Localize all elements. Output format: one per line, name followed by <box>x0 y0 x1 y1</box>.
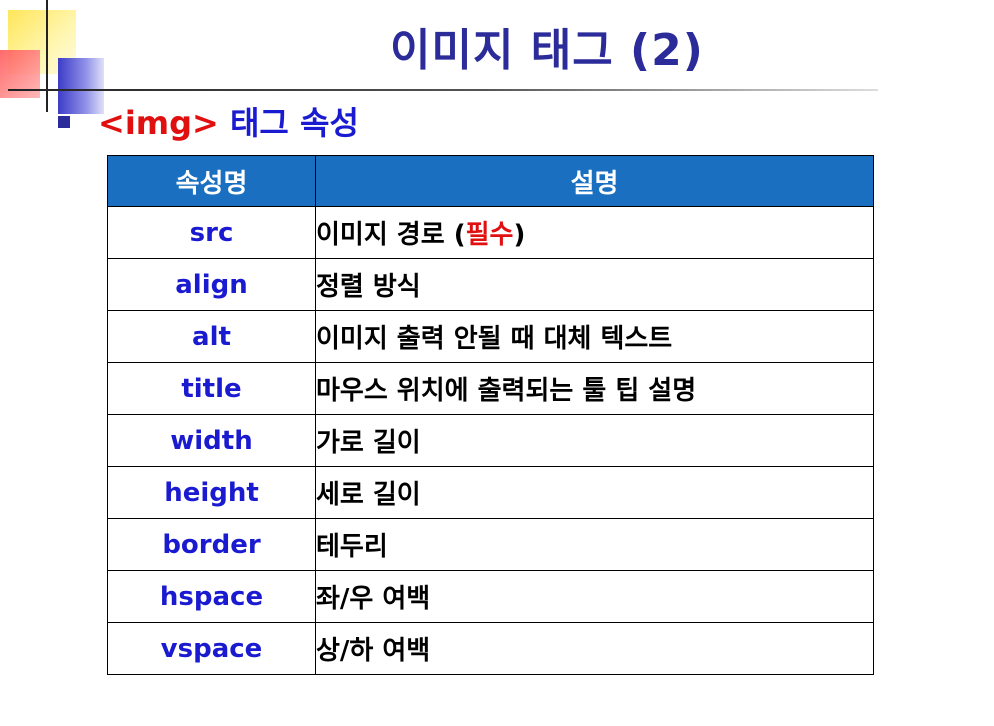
decor-vertical-line <box>46 0 48 112</box>
table-row: alt 이미지 출력 안될 때 대체 텍스트 <box>107 310 874 363</box>
header-attr-name: 속성명 <box>107 155 316 207</box>
table-row: width 가로 길이 <box>107 414 874 467</box>
attr-name: src <box>107 206 316 259</box>
table-row: vspace 상/하 여백 <box>107 622 874 675</box>
attr-desc: 이미지 출력 안될 때 대체 텍스트 <box>315 310 874 363</box>
attr-desc: 세로 길이 <box>315 466 874 519</box>
attr-name: alt <box>107 310 316 363</box>
slide-title: 이미지 태그 (2) <box>390 25 704 76</box>
table-row: hspace 좌/우 여백 <box>107 570 874 623</box>
attr-name: height <box>107 466 316 519</box>
slide-subtitle: <img> 태그 속성 <box>98 98 359 144</box>
subtitle-text: 태그 속성 <box>218 104 359 142</box>
attr-desc-end: ) <box>513 220 526 250</box>
attr-name: border <box>107 518 316 571</box>
bullet-square-icon <box>58 116 70 128</box>
attr-desc: 이미지 경로 (필수) <box>315 206 874 259</box>
table-row: height 세로 길이 <box>107 466 874 519</box>
header-description: 설명 <box>315 155 874 207</box>
attr-desc: 테두리 <box>315 518 874 571</box>
table-row: align 정렬 방식 <box>107 258 874 311</box>
decor-blue-square <box>58 58 104 114</box>
attr-desc-text: 이미지 경로 ( <box>316 220 466 250</box>
table-row: title 마우스 위치에 출력되는 툴 팁 설명 <box>107 362 874 415</box>
attr-name: width <box>107 414 316 467</box>
attr-name: vspace <box>107 622 316 675</box>
table-row: src 이미지 경로 (필수) <box>107 206 874 259</box>
table-row: border 테두리 <box>107 518 874 571</box>
attr-name: align <box>107 258 316 311</box>
attr-name: title <box>107 362 316 415</box>
attributes-table: 속성명 설명 src 이미지 경로 (필수) align 정렬 방식 alt 이… <box>107 155 874 675</box>
attr-desc: 마우스 위치에 출력되는 툴 팁 설명 <box>315 362 874 415</box>
attr-desc: 정렬 방식 <box>315 258 874 311</box>
attr-desc: 가로 길이 <box>315 414 874 467</box>
attr-name: hspace <box>107 570 316 623</box>
decor-horizontal-line <box>8 89 878 91</box>
attr-desc: 상/하 여백 <box>315 622 874 675</box>
table-header-row: 속성명 설명 <box>107 155 874 207</box>
subtitle-tag: <img> <box>98 104 219 142</box>
attr-desc: 좌/우 여백 <box>315 570 874 623</box>
required-mark: 필수 <box>465 220 514 250</box>
